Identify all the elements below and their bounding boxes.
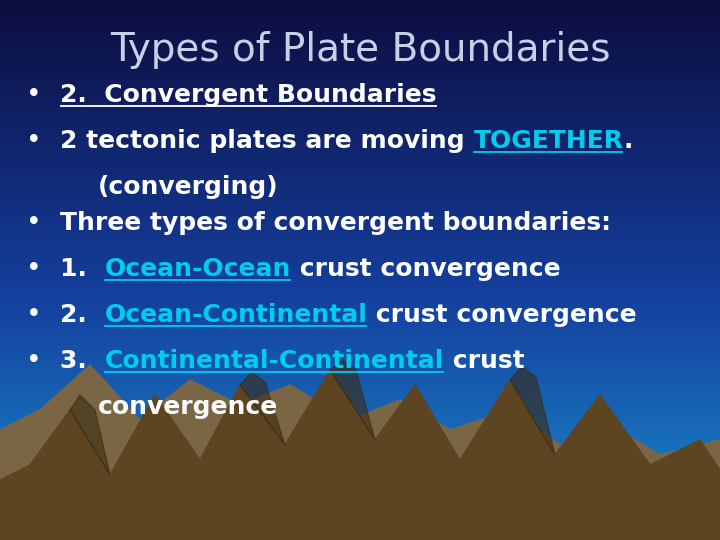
Text: TOGETHER: TOGETHER — [473, 129, 624, 153]
Text: •: • — [26, 82, 42, 108]
Polygon shape — [420, 460, 720, 540]
Text: 1.: 1. — [60, 257, 104, 281]
Text: Types of Plate Boundaries: Types of Plate Boundaries — [109, 31, 611, 69]
Text: Ocean-Continental: Ocean-Continental — [104, 303, 367, 327]
Text: crust convergence: crust convergence — [291, 257, 560, 281]
Text: •: • — [26, 128, 42, 154]
Polygon shape — [330, 360, 375, 440]
Text: crust: crust — [444, 349, 524, 373]
Polygon shape — [0, 365, 720, 540]
Text: Three types of convergent boundaries:: Three types of convergent boundaries: — [60, 211, 611, 235]
Text: 2.: 2. — [60, 303, 104, 327]
Polygon shape — [70, 395, 110, 475]
Text: (converging): (converging) — [98, 175, 279, 199]
Text: 2 tectonic plates are moving: 2 tectonic plates are moving — [60, 129, 473, 153]
Text: •: • — [26, 348, 42, 374]
Text: convergence: convergence — [98, 395, 278, 419]
Text: •: • — [26, 302, 42, 328]
Text: Continental-Continental: Continental-Continental — [104, 349, 444, 373]
Polygon shape — [0, 370, 720, 540]
Text: 3.: 3. — [60, 349, 104, 373]
Text: 2.  Convergent Boundaries: 2. Convergent Boundaries — [60, 83, 436, 107]
Polygon shape — [240, 372, 285, 445]
Text: Ocean-Ocean: Ocean-Ocean — [104, 257, 291, 281]
Text: crust convergence: crust convergence — [367, 303, 636, 327]
Text: •: • — [26, 210, 42, 236]
Polygon shape — [510, 367, 555, 455]
Text: •: • — [26, 256, 42, 282]
Text: .: . — [624, 129, 633, 153]
